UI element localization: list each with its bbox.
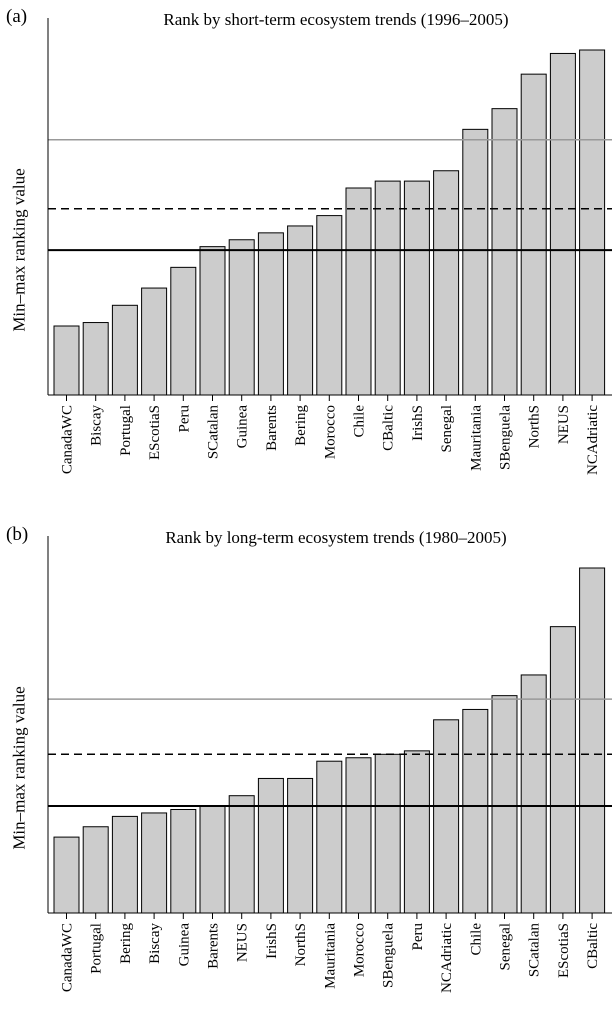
x-tick-label: Bering [118, 923, 134, 964]
bar-Chile [462, 708, 489, 914]
bar-Portugal [111, 304, 138, 396]
x-tick-label: NEUS [235, 923, 251, 962]
x-tick-label: CBaltic [381, 405, 397, 451]
x-tick-label: Chile [468, 923, 484, 956]
x-tick-label: CanadaWC [60, 405, 76, 474]
bar-Guinea [170, 809, 197, 914]
bar-SCatalan [199, 246, 226, 396]
bar-SCatalan [520, 674, 547, 914]
x-tick-label: NCAdriatic [439, 923, 455, 993]
bar-Chile [345, 187, 372, 396]
x-tick-label: Guinea [176, 923, 192, 967]
x-tick-label: NorthS [293, 923, 309, 966]
x-tick-label: SCatalan [527, 923, 543, 978]
x-tick-label: Peru [176, 405, 192, 433]
x-tick-label: CanadaWC [60, 923, 76, 992]
bar-CBaltic [374, 180, 401, 396]
bar-Barents [257, 232, 284, 396]
chart-plot: CanadaWC Biscay Portugal EScotiaS Peru SCatal… [47, 18, 612, 475]
bar-SBenguela [491, 108, 518, 396]
bar-CanadaWC [53, 325, 80, 396]
chart-title: Rank by short-term ecosystem trends (199… [163, 10, 509, 29]
bar-NEUS [228, 795, 255, 914]
x-tick-label: Guinea [235, 405, 251, 449]
bar-Senegal [433, 170, 460, 396]
x-tick-label: Senegal [439, 405, 455, 452]
x-tick-label: Biscay [147, 923, 163, 964]
bar-Mauritania [462, 128, 489, 396]
bar-Portugal [82, 826, 109, 914]
x-tick-label: Barents [264, 405, 280, 451]
x-tick-label: NorthS [527, 405, 543, 448]
bar-NorthS [287, 777, 314, 914]
bar-Barents [199, 805, 226, 914]
x-tick-label: Barents [206, 923, 222, 969]
bar-EScotiaS [549, 626, 576, 914]
bar-Mauritania [316, 760, 343, 914]
x-tick-label: Morocco [352, 923, 368, 977]
x-tick-label: Biscay [89, 405, 105, 446]
x-tick-label: Peru [410, 923, 426, 951]
bar-Bering [287, 225, 314, 396]
bar-Peru [170, 266, 197, 396]
x-tick-label: IrishS [264, 923, 280, 959]
x-tick-label: NEUS [556, 405, 572, 444]
x-tick-label: Chile [352, 405, 368, 438]
bar-Morocco [316, 215, 343, 396]
x-tick-label: Senegal [498, 923, 514, 970]
bar-CBaltic [579, 567, 606, 914]
bar-NEUS [549, 52, 576, 396]
panel-label: (a) [6, 6, 28, 27]
x-tick-label: SCatalan [206, 405, 222, 460]
x-tick-label: Bering [293, 405, 309, 446]
x-tick-label: Mauritania [322, 923, 338, 989]
x-tick-label: SBenguela [381, 923, 397, 988]
x-tick-label: CBaltic [585, 923, 601, 969]
bar-Biscay [141, 812, 168, 914]
x-tick-label: IrishS [410, 405, 426, 441]
x-tick-label: EScotiaS [556, 923, 572, 978]
bar-Biscay [82, 322, 109, 396]
x-tick-label: NCAdriatic [585, 405, 601, 475]
bar-NCAdriatic [579, 49, 606, 396]
x-tick-label: Morocco [322, 405, 338, 459]
bar-IrishS [403, 180, 430, 396]
bar-Senegal [491, 695, 518, 914]
x-tick-label: Portugal [89, 923, 105, 974]
x-tick-label: SBenguela [498, 405, 514, 470]
panel-label: (b) [6, 524, 29, 545]
chart-plot: CanadaWC Portugal Bering Biscay Guinea Barent… [47, 536, 612, 993]
bar-IrishS [257, 777, 284, 914]
bar-NorthS [520, 73, 547, 396]
chart-panel-b: (b) Rank by long-term ecosystem trends (… [0, 518, 614, 1028]
x-tick-label: Portugal [118, 405, 134, 456]
bar-CanadaWC [53, 836, 80, 914]
bar-SBenguela [374, 753, 401, 914]
bar-Peru [403, 750, 430, 914]
bar-Morocco [345, 757, 372, 914]
x-tick-label: Mauritania [468, 405, 484, 471]
bar-Guinea [228, 239, 255, 396]
bar-Bering [111, 815, 138, 914]
bar-NCAdriatic [433, 719, 460, 914]
chart-title: Rank by long-term ecosystem trends (1980… [165, 528, 507, 547]
bar-EScotiaS [141, 287, 168, 396]
chart-panel-a: (a) Rank by short-term ecosystem trends … [0, 0, 614, 510]
x-tick-label: EScotiaS [147, 405, 163, 460]
